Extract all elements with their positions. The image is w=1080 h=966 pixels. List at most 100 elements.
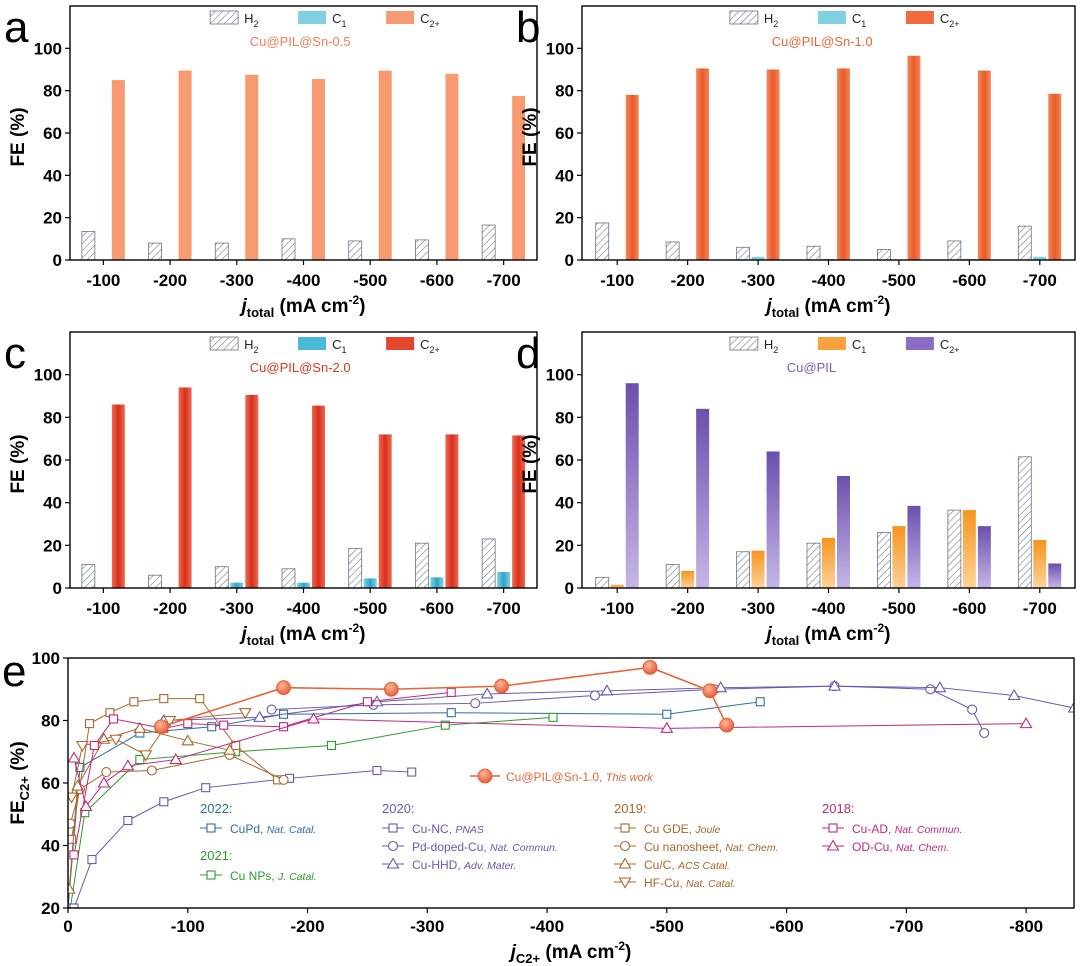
data-point (933, 681, 947, 693)
bar-d-C1-2 (751, 550, 765, 588)
legend-swatch-C2plus (905, 11, 934, 24)
legend-swatch-C2plus (386, 11, 415, 24)
bar-c-C2plus-5 (445, 434, 459, 588)
x-tick-label: -300 (410, 917, 444, 936)
x-tick-label: -500 (353, 271, 387, 290)
panel-e-plot-area (68, 659, 1074, 908)
data-point (470, 698, 481, 709)
legend-label-C1: C1 (332, 337, 346, 355)
y-axis-label: FE (%) (8, 434, 29, 493)
legend-item-label: OD-Cu, Nat. Chem. (852, 840, 949, 854)
y-tick-label: 40 (555, 166, 574, 185)
series-od-cu (68, 712, 1033, 811)
x-tick-label: -700 (487, 599, 521, 618)
y-tick-label: 40 (41, 837, 60, 856)
x-tick-label: -200 (153, 599, 187, 618)
panel-label-e: e (2, 647, 26, 696)
bar-d-C1-4 (892, 526, 906, 588)
y-tick-label: 40 (43, 166, 62, 185)
legend-label-C2plus: C2+ (420, 337, 440, 355)
data-point (1007, 688, 1021, 701)
x-tick-label: -600 (952, 271, 986, 290)
bar-a-H2-0 (81, 231, 96, 261)
x-tick-label: -100 (600, 271, 634, 290)
legend-year-2019: 2019: Cu GDE, Joule Cu nanosheet, Nat. Che… (614, 801, 779, 890)
series-line (69, 754, 284, 824)
data-point (755, 697, 765, 707)
data-point (480, 687, 494, 699)
y-tick-label: 20 (43, 536, 62, 555)
y-tick-label: 20 (555, 536, 574, 555)
data-point (108, 714, 119, 724)
data-point (494, 678, 509, 694)
series-cu-c (68, 721, 237, 894)
bar-c-H2-4 (348, 548, 363, 589)
panel-b: b -100 -200 -300 -400 -500 -600 -700 0 20 40 60 80 10… (516, 3, 1076, 320)
bar-d-C1-0 (610, 584, 624, 588)
bar-c-C1-3 (297, 582, 310, 588)
data-point (1067, 701, 1074, 713)
y-axis-label: FE (%) (520, 107, 541, 166)
x-tick-label: -600 (420, 599, 454, 618)
legend-year-2020: 2020: Cu-NC, PNAS Pd-doped-Cu, Nat. Commun… (382, 801, 558, 872)
data-point (372, 765, 382, 776)
legend-swatch-C1 (298, 337, 327, 350)
x-tick-label: -500 (882, 599, 916, 618)
data-point (407, 767, 417, 777)
data-point (121, 759, 135, 771)
y-tick-label: 100 (32, 649, 60, 668)
legend-item-label: Cu-HHD, Adv. Mater. (412, 858, 517, 872)
legend-marker (828, 823, 838, 833)
y-axis-label: FEC2+ (%) (8, 741, 32, 824)
x-tick-label: -300 (741, 599, 775, 618)
data-point (828, 679, 841, 691)
y-tick-label: 60 (555, 124, 574, 143)
bar-d-C1-6 (1033, 540, 1047, 588)
bar-a-C2plus-3 (312, 79, 325, 261)
x-tick-label: -100 (86, 599, 120, 618)
bar-b-C1-2 (751, 256, 765, 260)
bar-c-H2-1 (148, 574, 162, 589)
data-point (135, 755, 145, 765)
bar-b-C1-6 (1033, 256, 1047, 260)
legend-marker (826, 839, 840, 851)
legend-item-label: Cu/C, ACS Catal. (644, 858, 730, 872)
legend-swatch-C1 (298, 11, 327, 24)
x-tick-label: -500 (882, 271, 916, 290)
data-point (307, 712, 320, 724)
data-point (253, 710, 267, 722)
bar-c-H2-0 (81, 564, 96, 589)
legend-label-H2: H2 (764, 337, 778, 355)
data-point (68, 834, 77, 844)
x-tick-label: -500 (353, 599, 387, 618)
y-axis-label: FE (%) (8, 107, 29, 166)
data-point (159, 694, 169, 704)
data-point (154, 719, 169, 735)
legend-year-2022: 2022: CuPd, Nat. Catal. (200, 801, 316, 836)
data-point (326, 740, 337, 751)
legend-label-C1: C1 (332, 11, 346, 29)
data-point (967, 704, 978, 715)
data-point (146, 765, 157, 776)
data-point (1019, 717, 1033, 729)
x-tick-label: -400 (286, 599, 320, 618)
legend-label-C1: C1 (852, 11, 866, 29)
panel-e: e 0 -100 -200 -300 -400 -500 -600 -700 -800 20 40 60… (2, 647, 1075, 966)
data-point (109, 734, 123, 746)
legend-label-H2: H2 (244, 11, 258, 29)
data-point (714, 681, 728, 693)
bar-b-H2-1 (665, 241, 680, 261)
bar-a-C2plus-6 (512, 95, 526, 260)
data-point (207, 722, 217, 732)
x-tick-label: -300 (220, 599, 254, 618)
x-tick-label: -100 (171, 917, 205, 936)
legend-marker (206, 870, 216, 880)
data-point (87, 855, 97, 865)
data-point (68, 818, 76, 829)
bar-a-C2plus-2 (245, 74, 259, 261)
x-tick-label: -600 (770, 917, 804, 936)
legend-item-label: Cu-AD, Nat. Commun. (852, 822, 962, 836)
bar-b-C2plus-1 (696, 68, 710, 260)
data-point (223, 743, 237, 755)
